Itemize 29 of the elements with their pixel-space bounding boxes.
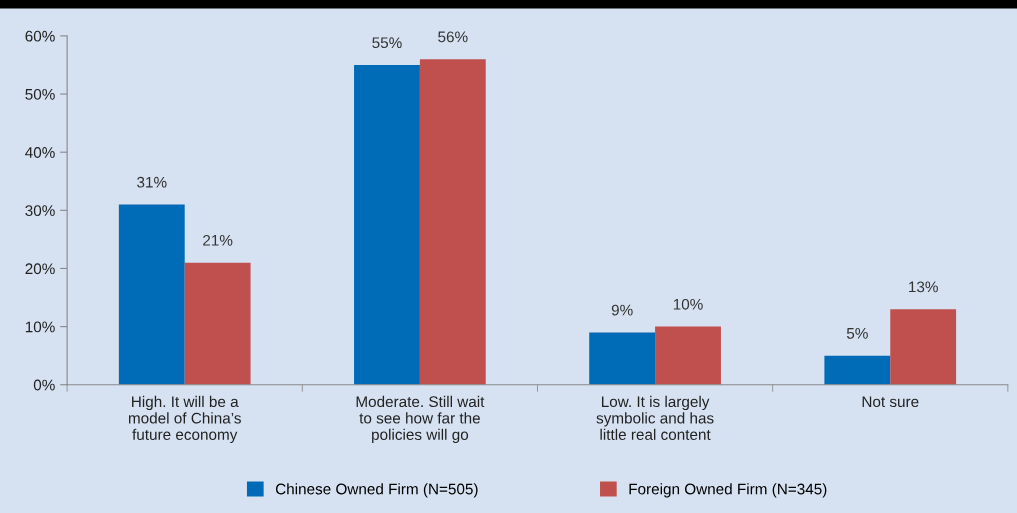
- data-label: 21%: [203, 234, 233, 246]
- bar: [354, 64, 420, 385]
- y-tick-label: 10%: [25, 321, 55, 333]
- legend-label: Chinese Owned Firm (N=505): [275, 483, 478, 498]
- data-label: 56%: [438, 31, 468, 43]
- y-tick-label: 20%: [25, 263, 55, 275]
- bar: [890, 309, 957, 385]
- data-label: 55%: [372, 37, 402, 49]
- data-label: 10%: [673, 298, 703, 310]
- data-label: 9%: [611, 304, 633, 316]
- x-tick-label: Low. It is largely symbolic and has little real content: [596, 395, 714, 440]
- y-tick-label: 40%: [25, 147, 55, 158]
- x-tick-label: Not sure: [862, 396, 919, 408]
- bar: [589, 332, 656, 385]
- bar: [655, 326, 721, 385]
- x-tick-label: Moderate. Still wait to see how far the policies will go: [356, 395, 485, 444]
- y-tick-label: 30%: [25, 205, 55, 217]
- data-label: 31%: [137, 176, 167, 188]
- y-tick-label: 60%: [25, 30, 55, 42]
- bar: [419, 59, 486, 385]
- data-label: 5%: [846, 328, 868, 339]
- y-tick-label: 50%: [25, 88, 55, 100]
- legend-label: Foreign Owned Firm (N=345): [629, 483, 827, 498]
- bar: [118, 204, 185, 385]
- x-tick-label: High. It will be a model of China’s future economy: [128, 395, 241, 444]
- bar: [824, 355, 891, 385]
- data-label: 13%: [909, 281, 938, 293]
- y-tick-label: 0%: [33, 379, 55, 391]
- bar: [184, 262, 251, 385]
